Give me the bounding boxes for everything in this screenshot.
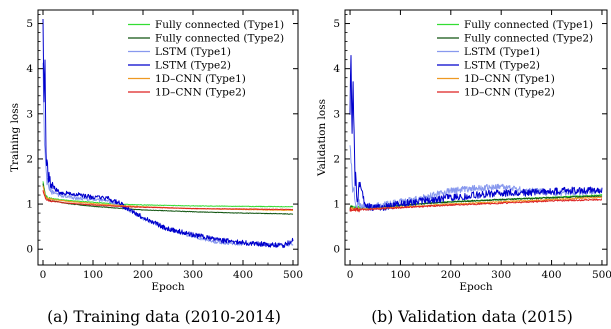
legend-label: 1D–CNN (Type2) bbox=[464, 87, 555, 99]
legend-label: 1D–CNN (Type1) bbox=[464, 73, 555, 85]
y-tick-label: 5 bbox=[333, 18, 340, 30]
series-line-5 bbox=[42, 190, 294, 211]
legend-label: LSTM (Type2) bbox=[155, 60, 231, 72]
y-tick-label: 2 bbox=[26, 153, 33, 165]
y-tick-label: 0 bbox=[333, 244, 340, 256]
x-tick-label: 500 bbox=[592, 269, 611, 281]
legend-label: LSTM (Type1) bbox=[155, 46, 231, 58]
y-axis-label: Validation loss bbox=[316, 99, 328, 177]
legend-label: LSTM (Type1) bbox=[464, 46, 540, 58]
x-tick-label: 100 bbox=[83, 269, 103, 281]
legend-label: Fully connected (Type1) bbox=[464, 19, 593, 31]
y-tick-label: 3 bbox=[333, 108, 340, 120]
y-axis-label: Training loss bbox=[9, 103, 21, 172]
legend-label: Fully connected (Type1) bbox=[155, 19, 284, 31]
series-line-1 bbox=[349, 195, 603, 211]
series-line-2 bbox=[349, 145, 603, 211]
x-tick-label: 500 bbox=[283, 269, 303, 281]
legend-label: Fully connected (Type2) bbox=[464, 33, 593, 45]
legend-label: 1D–CNN (Type2) bbox=[155, 87, 246, 99]
series-line-4 bbox=[349, 196, 603, 212]
y-tick-label: 1 bbox=[26, 199, 33, 211]
x-tick-label: 200 bbox=[441, 269, 461, 281]
panel-validation: 0 100 200 300 400 500 0 1 2 3 4 5 Epoch Validation lo… bbox=[316, 9, 611, 326]
x-axis-label: Epoch bbox=[459, 281, 493, 293]
x-tick-label: 0 bbox=[40, 269, 47, 281]
series-line-0 bbox=[42, 181, 294, 208]
series-line-3 bbox=[42, 18, 294, 249]
x-tick-label: 100 bbox=[390, 269, 410, 281]
legend-label: LSTM (Type2) bbox=[464, 60, 540, 72]
legend-label: Fully connected (Type2) bbox=[155, 33, 284, 45]
x-axis-label: Epoch bbox=[151, 281, 185, 293]
y-tick-label: 2 bbox=[333, 153, 340, 165]
legend-label: 1D–CNN (Type1) bbox=[155, 73, 246, 85]
x-tick-label: 300 bbox=[491, 269, 511, 281]
series-line-5 bbox=[349, 198, 602, 213]
y-tick-label: 1 bbox=[333, 199, 340, 211]
series-line-1 bbox=[42, 183, 294, 215]
y-tick-label: 4 bbox=[333, 63, 340, 75]
y-tick-label: 4 bbox=[26, 63, 33, 75]
y-tick-label: 3 bbox=[26, 108, 33, 120]
x-tick-label: 0 bbox=[347, 269, 354, 281]
panel-caption: (a) Training data (2010-2014) bbox=[47, 308, 281, 326]
y-tick-label: 5 bbox=[26, 18, 33, 30]
x-tick-label: 400 bbox=[233, 269, 253, 281]
y-tick-label: 0 bbox=[26, 244, 33, 256]
panel-caption: (b) Validation data (2015) bbox=[371, 308, 573, 326]
x-tick-label: 400 bbox=[542, 269, 562, 281]
x-tick-label: 200 bbox=[133, 269, 153, 281]
x-tick-label: 300 bbox=[183, 269, 203, 281]
panel-training: 0 100 200 300 400 500 0 1 2 3 4 5 Epoch Training loss… bbox=[9, 9, 303, 326]
